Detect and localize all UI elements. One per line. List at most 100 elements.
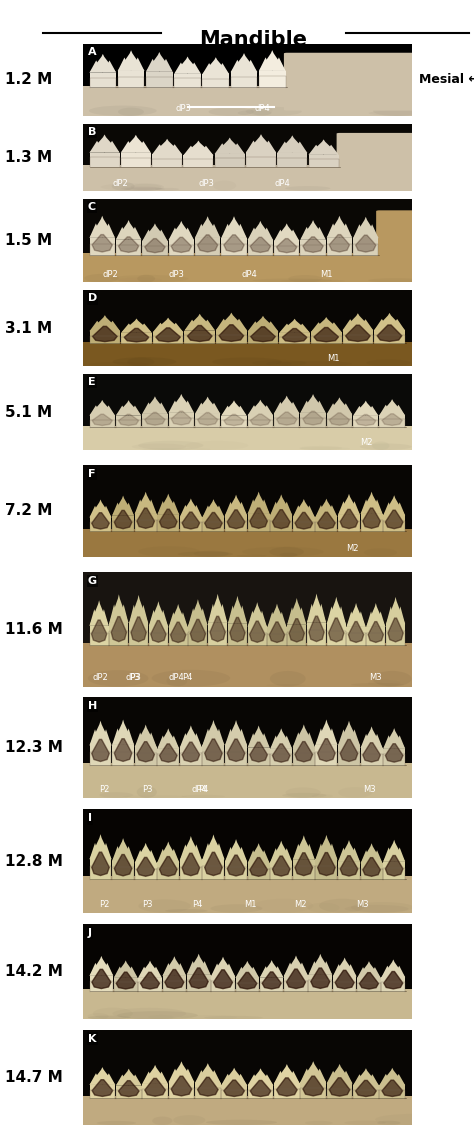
Polygon shape <box>279 333 310 344</box>
Polygon shape <box>129 595 148 623</box>
Polygon shape <box>346 627 365 646</box>
Polygon shape <box>202 745 224 766</box>
Polygon shape <box>195 238 220 256</box>
Polygon shape <box>174 963 186 976</box>
Polygon shape <box>247 240 273 256</box>
FancyBboxPatch shape <box>376 210 416 278</box>
Bar <box>83 253 412 282</box>
Polygon shape <box>225 495 247 515</box>
Ellipse shape <box>209 108 254 116</box>
Polygon shape <box>293 724 315 747</box>
Polygon shape <box>272 57 285 71</box>
Polygon shape <box>112 838 134 861</box>
Polygon shape <box>157 841 179 862</box>
Polygon shape <box>329 413 349 425</box>
Polygon shape <box>171 622 186 643</box>
Ellipse shape <box>281 279 345 282</box>
Polygon shape <box>293 732 304 747</box>
Polygon shape <box>168 501 179 514</box>
Text: E: E <box>88 378 96 387</box>
Polygon shape <box>231 60 244 72</box>
Text: M3: M3 <box>363 785 375 793</box>
Polygon shape <box>246 140 261 153</box>
Ellipse shape <box>88 1013 109 1019</box>
Polygon shape <box>219 325 244 341</box>
Polygon shape <box>187 954 210 975</box>
Polygon shape <box>138 961 162 978</box>
Polygon shape <box>182 742 200 762</box>
Polygon shape <box>231 319 246 329</box>
Ellipse shape <box>369 110 438 116</box>
Polygon shape <box>328 618 344 642</box>
Polygon shape <box>213 505 224 518</box>
Polygon shape <box>138 605 148 623</box>
Ellipse shape <box>288 276 322 282</box>
Polygon shape <box>247 1069 273 1085</box>
Polygon shape <box>274 396 300 413</box>
Polygon shape <box>230 144 245 154</box>
Polygon shape <box>90 745 111 766</box>
Ellipse shape <box>210 905 262 913</box>
Polygon shape <box>304 732 315 747</box>
Polygon shape <box>137 858 155 876</box>
Polygon shape <box>311 968 330 988</box>
Polygon shape <box>118 71 145 87</box>
Ellipse shape <box>166 675 187 687</box>
Polygon shape <box>340 739 358 761</box>
FancyBboxPatch shape <box>284 53 416 110</box>
Polygon shape <box>260 405 273 416</box>
Polygon shape <box>137 742 155 762</box>
Polygon shape <box>304 505 315 517</box>
Ellipse shape <box>112 1008 186 1019</box>
Polygon shape <box>146 499 156 514</box>
Polygon shape <box>184 331 215 344</box>
Polygon shape <box>202 859 224 879</box>
Polygon shape <box>227 739 245 761</box>
Polygon shape <box>180 836 202 860</box>
Polygon shape <box>145 239 165 253</box>
Polygon shape <box>200 319 215 331</box>
Polygon shape <box>376 612 385 627</box>
Polygon shape <box>287 625 306 646</box>
Polygon shape <box>257 611 267 627</box>
Polygon shape <box>195 1070 208 1083</box>
Polygon shape <box>377 325 402 341</box>
Polygon shape <box>92 852 109 876</box>
Polygon shape <box>195 1083 221 1100</box>
Polygon shape <box>189 968 208 988</box>
Polygon shape <box>279 319 310 333</box>
Polygon shape <box>366 406 378 416</box>
Polygon shape <box>202 505 213 518</box>
Polygon shape <box>135 499 146 514</box>
Polygon shape <box>297 607 306 625</box>
Polygon shape <box>102 1073 115 1085</box>
Polygon shape <box>224 414 244 426</box>
Polygon shape <box>184 319 200 331</box>
Polygon shape <box>90 518 111 532</box>
Polygon shape <box>284 976 308 992</box>
Polygon shape <box>277 612 287 627</box>
Polygon shape <box>90 141 105 153</box>
Polygon shape <box>92 326 117 342</box>
Polygon shape <box>142 396 168 413</box>
Polygon shape <box>135 724 156 747</box>
Polygon shape <box>205 512 222 529</box>
Ellipse shape <box>121 186 162 191</box>
Ellipse shape <box>311 794 333 798</box>
Polygon shape <box>250 1080 271 1096</box>
Ellipse shape <box>165 909 208 913</box>
Polygon shape <box>293 505 304 517</box>
Polygon shape <box>234 405 246 416</box>
Polygon shape <box>182 1069 194 1083</box>
Polygon shape <box>383 862 405 879</box>
Ellipse shape <box>246 107 302 116</box>
Polygon shape <box>90 153 119 168</box>
Ellipse shape <box>307 902 339 913</box>
Polygon shape <box>309 954 332 975</box>
Polygon shape <box>301 394 326 413</box>
Ellipse shape <box>364 549 397 557</box>
Polygon shape <box>295 324 310 333</box>
Text: Mandible: Mandible <box>200 30 308 49</box>
Ellipse shape <box>111 274 189 282</box>
Polygon shape <box>105 141 119 153</box>
